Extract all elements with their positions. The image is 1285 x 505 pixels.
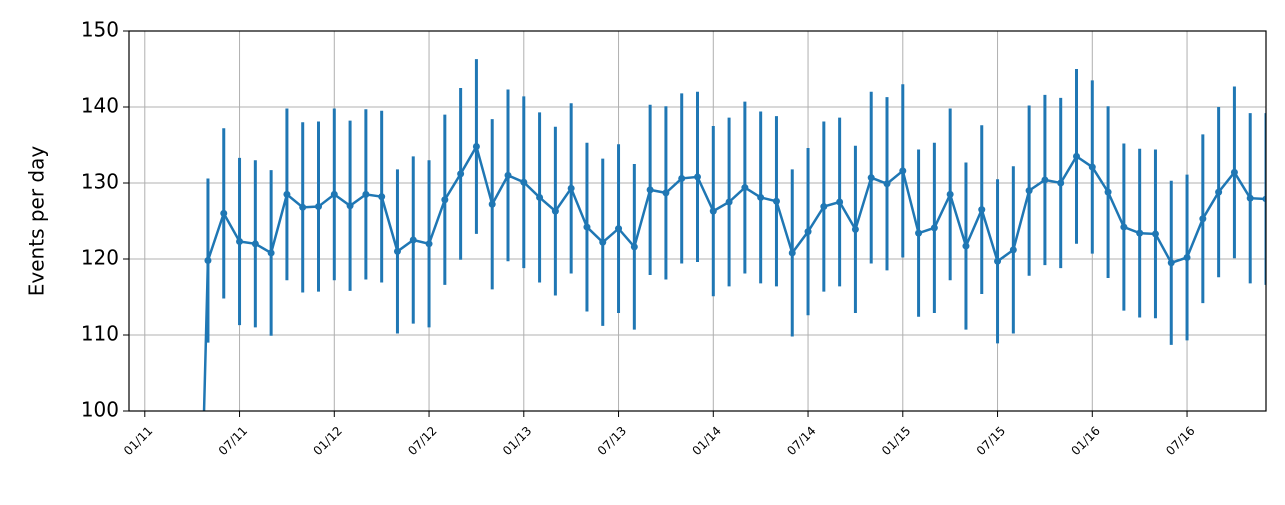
point xyxy=(867,174,875,182)
point xyxy=(330,190,338,198)
point xyxy=(694,173,701,181)
point xyxy=(930,224,938,232)
point xyxy=(1088,163,1096,171)
point xyxy=(962,242,970,250)
point xyxy=(520,178,528,186)
point xyxy=(409,236,417,244)
point xyxy=(772,197,780,205)
x-tick-label: 01/14 xyxy=(690,424,724,458)
point xyxy=(1120,223,1128,231)
x-tick-label: 01/12 xyxy=(311,424,345,458)
y-tick-label: 120 xyxy=(81,246,119,270)
point xyxy=(1025,187,1033,195)
point xyxy=(820,203,828,211)
point xyxy=(1199,215,1207,223)
point xyxy=(1246,194,1254,202)
point xyxy=(1183,253,1191,261)
point xyxy=(251,240,259,248)
point xyxy=(678,174,686,182)
x-tick-label: 07/16 xyxy=(1163,424,1197,458)
point xyxy=(267,249,275,257)
point xyxy=(1057,179,1065,187)
point xyxy=(741,184,749,192)
point xyxy=(1151,230,1159,238)
point xyxy=(346,202,354,210)
point xyxy=(204,257,212,265)
point xyxy=(1230,168,1238,176)
point xyxy=(662,189,670,197)
point xyxy=(457,170,465,178)
point xyxy=(709,207,717,215)
point xyxy=(725,198,733,206)
y-tick-label: 150 xyxy=(81,18,119,42)
point xyxy=(551,207,559,215)
point xyxy=(883,180,891,188)
point xyxy=(630,243,638,251)
point xyxy=(599,238,607,246)
point xyxy=(536,193,544,201)
y-axis-label: Events per day xyxy=(25,146,49,297)
y-tick-label: 140 xyxy=(81,94,119,118)
point xyxy=(646,186,654,194)
x-tick-label: 07/12 xyxy=(405,424,439,458)
point xyxy=(315,203,322,211)
y-tick-label: 100 xyxy=(81,398,119,422)
point xyxy=(1104,188,1112,196)
plot-frame xyxy=(128,30,1267,412)
point xyxy=(488,200,496,208)
point xyxy=(299,203,307,211)
point xyxy=(1041,176,1049,184)
point xyxy=(1009,246,1017,254)
x-tick-label: 07/14 xyxy=(784,424,818,458)
point xyxy=(378,193,386,201)
x-tick-label: 01/16 xyxy=(1069,424,1103,458)
point xyxy=(1215,188,1223,196)
point xyxy=(978,206,986,214)
point xyxy=(567,184,575,192)
point xyxy=(788,249,796,257)
point xyxy=(1262,195,1266,203)
point xyxy=(615,225,623,233)
point xyxy=(899,167,907,175)
point xyxy=(441,196,449,204)
point xyxy=(283,190,291,198)
point xyxy=(1167,259,1175,267)
point xyxy=(757,193,765,201)
point xyxy=(804,228,812,236)
point xyxy=(504,171,512,179)
x-tick-label: 07/11 xyxy=(216,424,250,458)
point xyxy=(393,247,401,255)
point xyxy=(583,223,591,231)
point xyxy=(472,143,480,151)
point xyxy=(1073,152,1080,160)
point xyxy=(1136,229,1144,237)
point xyxy=(220,209,228,217)
point xyxy=(836,198,844,206)
x-tick-label: 07/15 xyxy=(974,424,1008,458)
x-tick-label: 01/15 xyxy=(879,424,913,458)
y-tick-label: 130 xyxy=(81,170,119,194)
plot-area xyxy=(202,59,1266,411)
y-tick-label: 110 xyxy=(81,322,119,346)
x-tick-label: 07/13 xyxy=(595,424,629,458)
point xyxy=(425,240,433,248)
point xyxy=(362,190,370,198)
point xyxy=(994,257,1002,265)
point xyxy=(236,238,244,246)
point xyxy=(915,229,923,237)
x-tick-label: 01/11 xyxy=(121,424,155,458)
point xyxy=(851,225,859,233)
point xyxy=(946,190,954,198)
x-tick-label: 01/13 xyxy=(500,424,534,458)
